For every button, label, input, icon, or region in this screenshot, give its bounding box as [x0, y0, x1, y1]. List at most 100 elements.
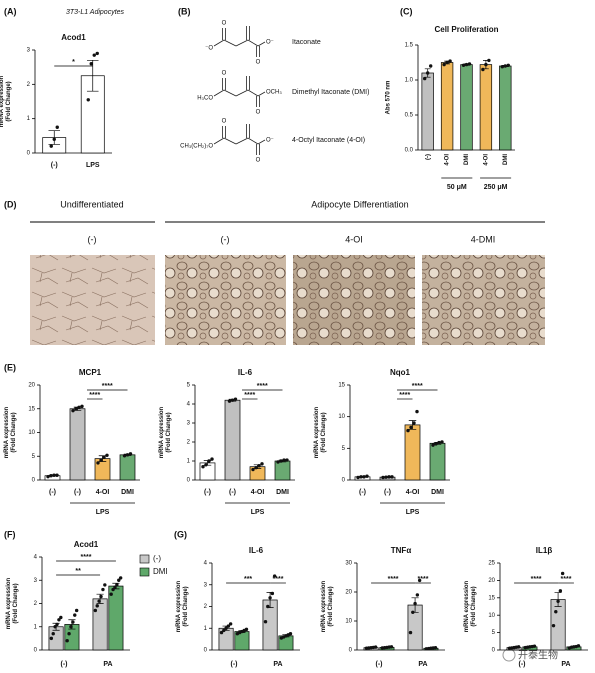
data-point: [74, 407, 78, 411]
significance-label: ****: [102, 383, 113, 390]
y-tick-label: 0: [492, 648, 496, 654]
y-axis-label: (Fold Change): [11, 412, 17, 452]
significance-label: ****: [273, 576, 284, 583]
chart-title: Nqo1: [390, 368, 411, 377]
data-point: [554, 610, 558, 614]
data-point: [93, 608, 98, 613]
y-axis-label: Abs 570 nm: [386, 81, 392, 115]
data-point: [52, 137, 56, 141]
data-point: [74, 608, 79, 613]
bar: [429, 442, 446, 481]
y-tick-label: 0: [32, 478, 36, 484]
y-tick-label: 3: [27, 48, 31, 54]
y-tick-label: 10: [345, 619, 352, 625]
y-axis-label: (Fold Change): [328, 586, 334, 626]
y-tick-label: 5: [342, 446, 346, 452]
subtitle: 3T3-L1 Adipocytes: [66, 9, 125, 16]
y-axis-label: (Fold Change): [321, 412, 327, 452]
bond: [247, 137, 259, 145]
data-point: [434, 442, 438, 446]
data-point: [122, 454, 127, 458]
compound-name: Dimethyl Itaconate (DMI): [292, 89, 369, 96]
x-tick-label: DMI: [276, 489, 289, 496]
x-tick-label: (-): [519, 661, 526, 668]
bar: [92, 598, 108, 651]
data-point: [442, 62, 446, 67]
image-label: (-): [88, 234, 97, 244]
bond: [235, 89, 249, 97]
atom-label: O: [256, 158, 261, 164]
y-axis-label: mRNA expression: [0, 75, 5, 127]
x-tick-label: 4-OI: [251, 489, 265, 496]
legend-swatch: [139, 567, 150, 577]
panel-label: (B): [178, 6, 191, 16]
data-point: [233, 397, 238, 401]
chart-title: Acod1: [74, 540, 99, 549]
data-point: [101, 587, 105, 592]
data-point: [99, 458, 103, 462]
x-tick-label: (-): [74, 489, 81, 496]
bar: [479, 64, 493, 151]
data-point: [359, 475, 363, 479]
atom-label: H₃CO: [197, 96, 213, 102]
chart-title: Cell Proliferation: [434, 25, 498, 34]
x-tick-label: DMI: [464, 154, 470, 165]
data-point: [113, 585, 117, 589]
data-point: [105, 453, 109, 457]
y-tick-label: 1: [187, 459, 191, 465]
error-bar: [86, 59, 99, 92]
y-tick-label: 5: [492, 630, 496, 636]
y-axis-label: mRNA expression: [176, 580, 182, 632]
data-point: [467, 62, 472, 66]
x-tick-label: DMI: [503, 154, 509, 165]
x-tick-label: PA: [273, 661, 282, 668]
data-point: [97, 599, 101, 603]
bar: [224, 399, 241, 481]
data-point: [516, 645, 521, 649]
data-point: [65, 639, 69, 643]
bond: [213, 89, 225, 97]
data-point: [412, 421, 416, 425]
y-tick-label: 20: [488, 578, 495, 584]
y-tick-label: 1: [204, 626, 208, 632]
atom-label: ⁻O: [205, 46, 213, 52]
y-tick-label: 15: [488, 595, 495, 601]
data-point: [464, 62, 469, 67]
data-point: [260, 462, 264, 466]
data-point: [268, 596, 272, 600]
x-tick-label: (-): [51, 162, 58, 169]
micrograph-texture: [30, 255, 155, 345]
data-point: [73, 613, 77, 617]
y-tick-label: 20: [345, 590, 352, 596]
x-tick-label: (-): [359, 489, 366, 496]
y-tick-label: 1.0: [405, 78, 414, 84]
data-point: [49, 144, 53, 148]
data-point: [551, 623, 556, 628]
data-point: [95, 604, 99, 608]
y-tick-label: 30: [345, 561, 352, 567]
y-tick-label: 1: [34, 624, 38, 630]
chart-title: IL-6: [249, 546, 264, 555]
atom-label: O: [256, 110, 261, 116]
data-point: [558, 589, 563, 593]
y-tick-label: 0: [204, 648, 208, 654]
data-point: [228, 622, 233, 626]
x-tick-label: 4-OI: [96, 489, 110, 496]
y-tick-label: 1.5: [405, 43, 414, 49]
image-label: 4-DMI: [471, 234, 496, 244]
data-point: [560, 571, 565, 576]
bar: [69, 408, 86, 481]
micrograph-texture: [422, 255, 545, 345]
data-point: [51, 632, 55, 636]
data-point: [500, 65, 504, 69]
data-point: [556, 599, 560, 603]
x-tick-label: (-): [49, 489, 56, 496]
data-point: [506, 63, 510, 67]
data-point: [440, 440, 444, 444]
y-axis-label: (Fold Change): [183, 586, 189, 626]
data-point: [254, 465, 258, 470]
chart-title: IL1β: [536, 546, 553, 555]
data-point: [109, 592, 113, 596]
x-tick-label: DMI: [121, 489, 134, 496]
